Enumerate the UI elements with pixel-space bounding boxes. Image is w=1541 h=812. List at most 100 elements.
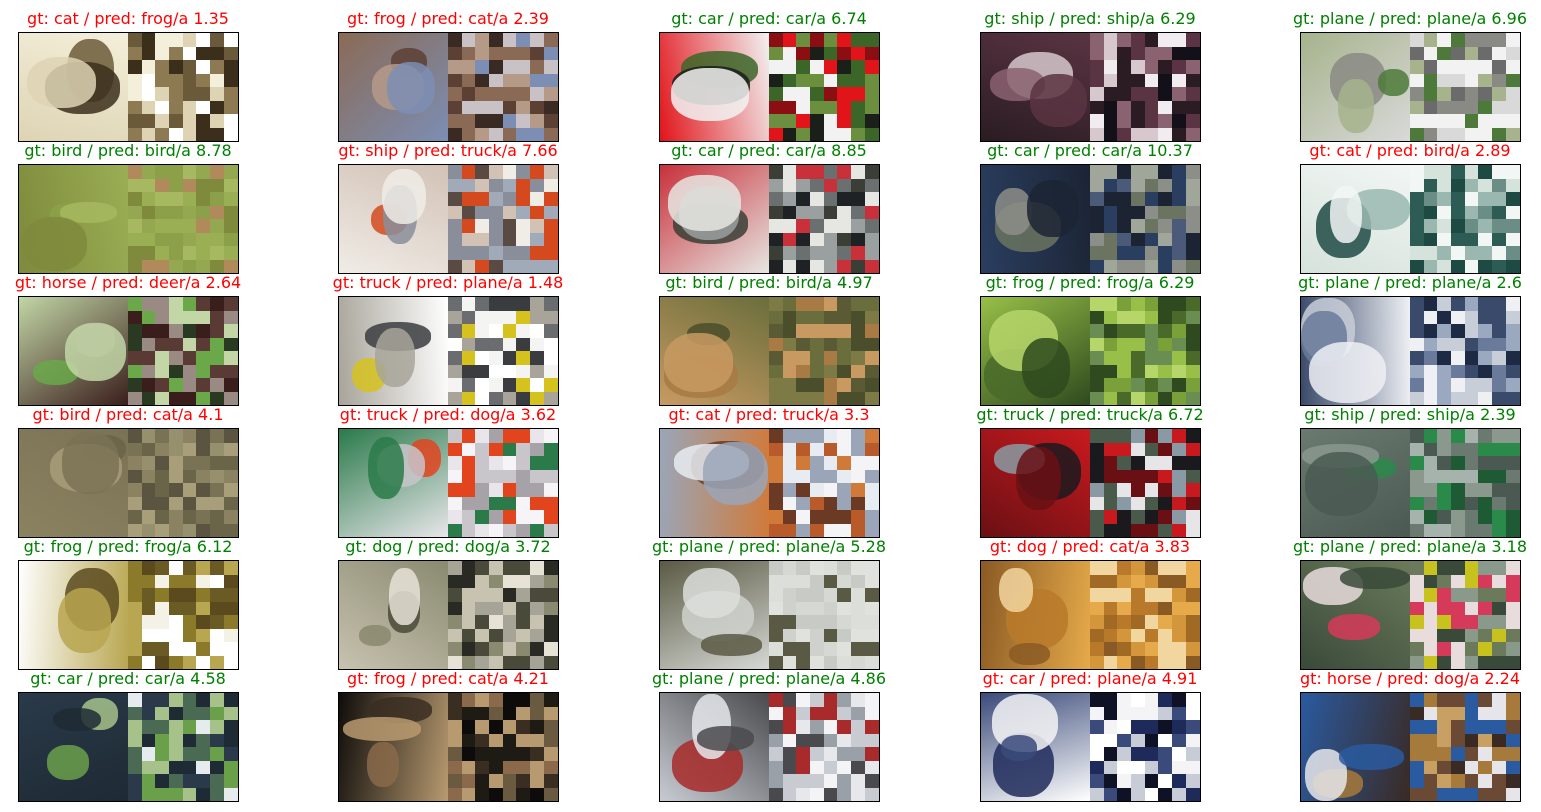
patch-tile: [182, 364, 197, 378]
patch-tile: [1158, 655, 1173, 669]
patch-tile: [851, 165, 865, 179]
patch-tile: [1131, 574, 1145, 588]
patch-tile: [530, 429, 544, 443]
patch-tile: [141, 178, 156, 192]
patch-tile: [128, 60, 142, 74]
patch-tile: [461, 628, 476, 642]
patch-tile: [489, 337, 503, 351]
patch-tile: [543, 378, 558, 392]
patch-tile: [1103, 127, 1118, 141]
patch-tile: [851, 232, 865, 246]
patch-tile: [210, 324, 224, 338]
patch-tile: [155, 73, 170, 87]
patch-tile: [210, 787, 224, 801]
patch-tile: [489, 760, 503, 774]
patch-tile: [223, 733, 238, 747]
patch-tile: [448, 655, 462, 669]
patch-tile: [1464, 561, 1479, 575]
patch-tile: [141, 337, 156, 351]
patch-tile: [128, 561, 142, 575]
patch-tile: [864, 720, 879, 734]
shuffled-patches: [1410, 561, 1520, 669]
patch-tile: [155, 324, 170, 338]
patch-tile: [1437, 33, 1452, 47]
patch-tile: [1185, 642, 1200, 656]
patch-tile: [543, 429, 558, 443]
patch-tile: [796, 351, 811, 365]
patch-tile: [1117, 33, 1132, 47]
patch-tile: [1117, 469, 1132, 483]
patch-tile: [530, 219, 544, 233]
patch-tile: [1464, 442, 1479, 456]
patch-tile: [461, 127, 476, 141]
patch-tile: [1158, 337, 1173, 351]
patch-tile: [223, 127, 238, 141]
patch-tile: [210, 232, 224, 246]
image-blob: [671, 68, 749, 121]
patch-tile: [223, 720, 238, 734]
patch-tile: [1144, 747, 1159, 761]
patch-tile: [543, 733, 558, 747]
image-blob: [1304, 451, 1379, 516]
patch-tile: [851, 33, 865, 47]
patch-tile: [1185, 496, 1200, 510]
patch-tile: [489, 391, 503, 405]
patch-tile: [782, 601, 797, 615]
patch-tile: [1505, 774, 1520, 788]
patch-tile: [169, 87, 183, 101]
patch-tile: [461, 165, 476, 179]
patch-tile: [1478, 655, 1493, 669]
patch-tile: [1410, 351, 1424, 365]
patch-tile: [530, 655, 544, 669]
patch-tile: [1451, 259, 1465, 273]
patch-tile: [1478, 760, 1493, 774]
patch-tile: [1437, 429, 1452, 443]
patch-tile: [223, 297, 238, 311]
patch-tile: [782, 706, 797, 720]
patch-tile: [864, 87, 879, 101]
patch-tile: [796, 87, 811, 101]
patch-tile: [823, 642, 838, 656]
patch-tile: [1090, 483, 1104, 497]
panel-caption: gt: truck / pred: dog/a 3.62: [339, 405, 557, 424]
patch-tile: [169, 310, 183, 324]
patch-tile: [1451, 219, 1465, 233]
patch-tile: [196, 205, 211, 219]
patch-tile: [169, 523, 183, 537]
patch-tile: [182, 337, 197, 351]
patch-tile: [1131, 165, 1145, 179]
patch-tile: [810, 46, 824, 60]
patch-tile: [1103, 364, 1118, 378]
patch-tile: [502, 192, 517, 206]
patch-tile: [864, 127, 879, 141]
patch-tile: [810, 561, 824, 575]
patch-tile: [169, 655, 183, 669]
patch-tile: [141, 259, 156, 273]
patch-tile: [448, 642, 462, 656]
patch-tile: [796, 259, 811, 273]
patch-tile: [1158, 496, 1173, 510]
patch-tile: [1090, 259, 1104, 273]
patch-tile: [810, 510, 824, 524]
patch-tile: [475, 378, 490, 392]
patch-tile: [1144, 706, 1159, 720]
patch-tile: [516, 33, 531, 47]
patch-tile: [210, 469, 224, 483]
patch-tile: [1451, 192, 1465, 206]
patch-tile: [796, 337, 811, 351]
image-blob: [367, 742, 399, 787]
panel-caption: gt: plane / pred: plane/a 5.28: [651, 537, 887, 556]
shuffled-patches: [1410, 33, 1520, 141]
patch-tile: [155, 655, 170, 669]
patch-tile: [169, 642, 183, 656]
patch-tile: [196, 456, 211, 470]
patch-tile: [1437, 114, 1452, 128]
patch-tile: [1492, 747, 1506, 761]
patch-tile: [1090, 588, 1104, 602]
patch-tile: [1492, 483, 1506, 497]
original-image: [980, 165, 1090, 273]
patch-tile: [810, 165, 824, 179]
original-image: [659, 561, 769, 669]
patch-tile: [1464, 165, 1479, 179]
patch-tile: [1505, 310, 1520, 324]
